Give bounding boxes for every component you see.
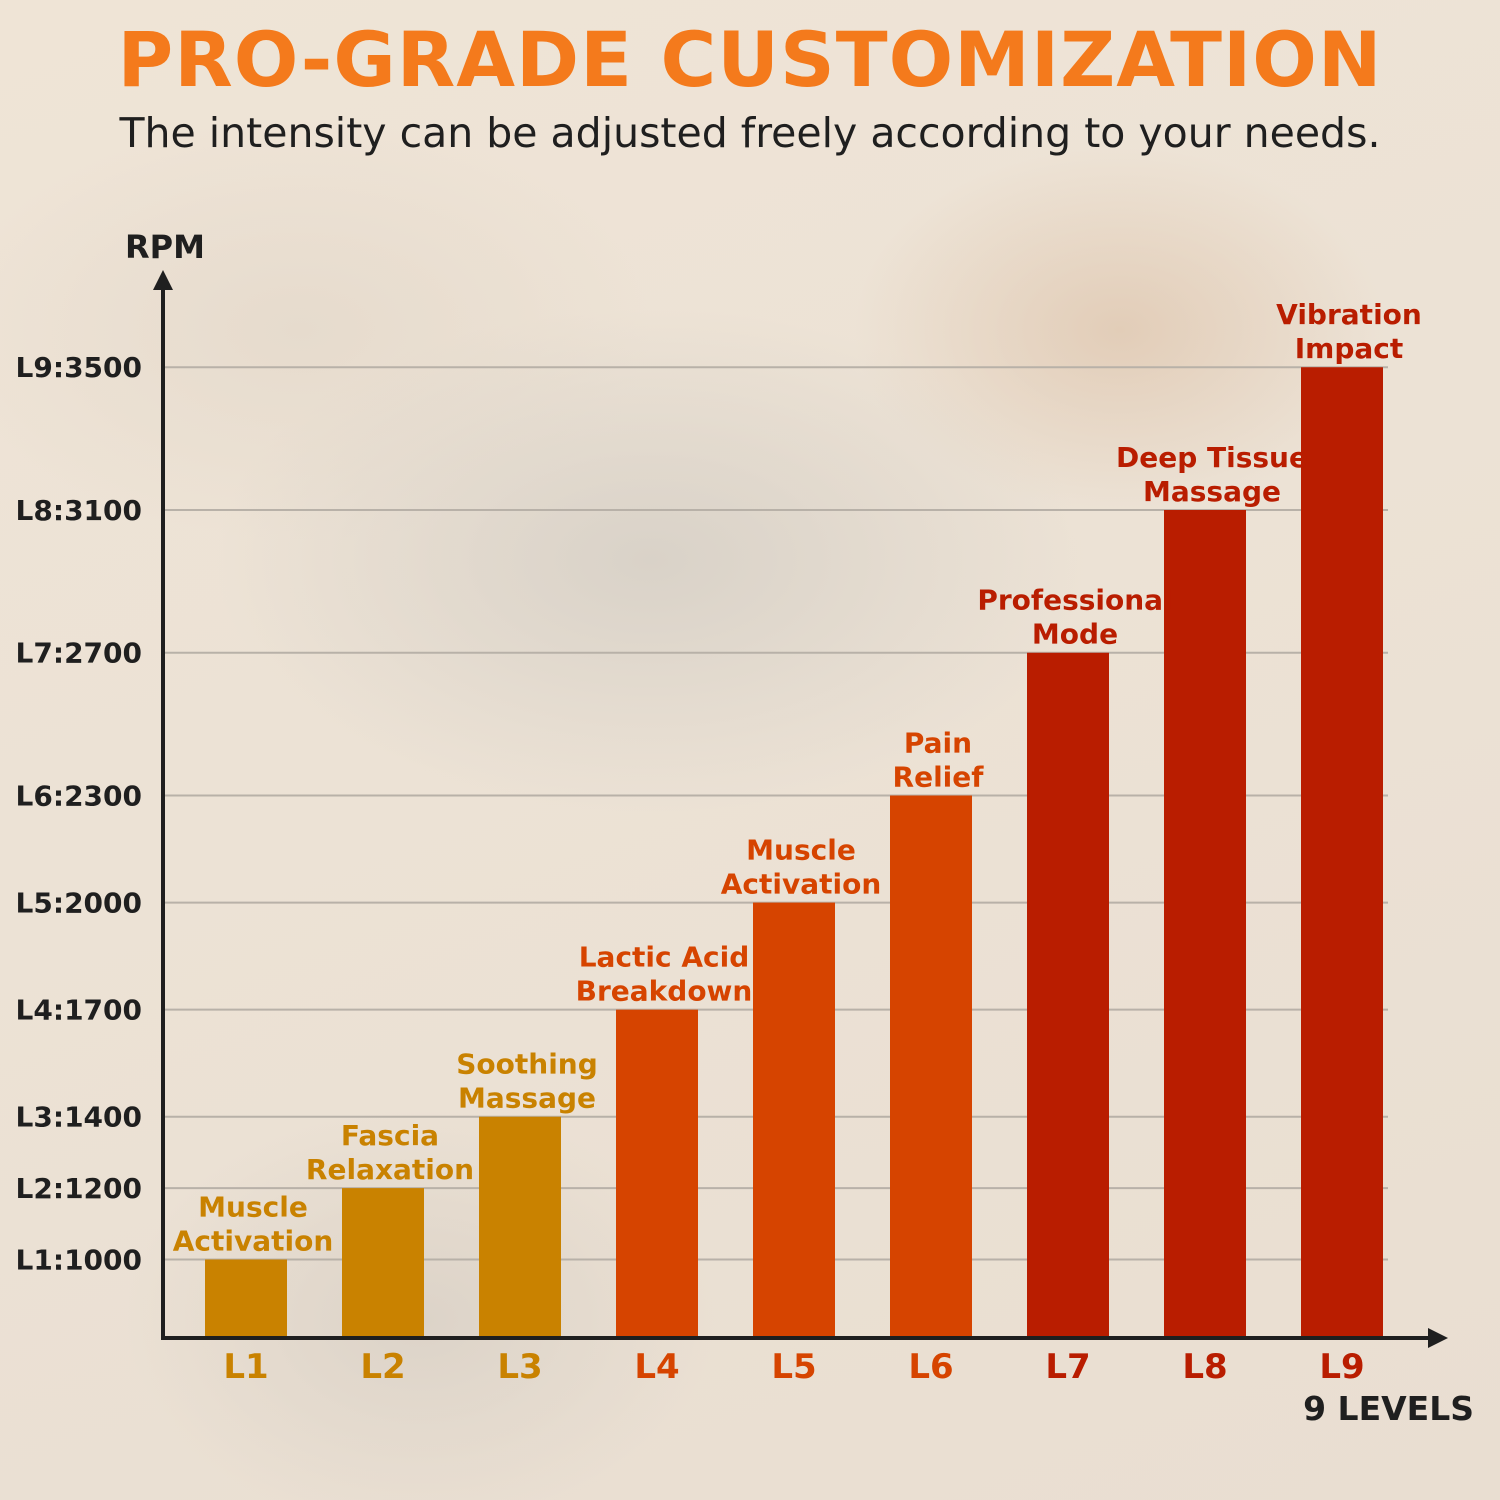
y-tick-label-l9: L9:3500 <box>16 351 142 384</box>
y-tick-label-l6: L6:2300 <box>16 780 142 813</box>
bar-label-l6: Pain Relief <box>893 727 985 794</box>
y-tick-label-l4: L4:1700 <box>16 994 142 1027</box>
x-axis-arrow <box>1428 1328 1448 1348</box>
x-tick-label-l2: L2 <box>360 1347 405 1387</box>
x-tick-label-l5: L5 <box>771 1347 816 1387</box>
bar-label-l8: Deep Tissue Massage <box>1116 441 1308 508</box>
bar-label-l1: Muscle Activation <box>173 1190 334 1257</box>
y-tick-label-l8: L8:3100 <box>16 494 142 527</box>
bar-label-line: Breakdown <box>576 975 753 1008</box>
x-tick-label-l3: L3 <box>497 1347 542 1387</box>
page-title: PRO-GRADE CUSTOMIZATION <box>117 15 1383 104</box>
y-tick-label-l1: L1:1000 <box>16 1243 142 1276</box>
bar-label-line: Muscle <box>746 834 856 867</box>
bar-label-line: Relief <box>893 761 985 794</box>
x-tick-label-l9: L9 <box>1319 1347 1364 1387</box>
bar-label-l3: Soothing Massage <box>456 1048 598 1115</box>
axes <box>153 270 1448 1348</box>
y-axis-title: RPM <box>125 228 205 266</box>
bar-l1 <box>205 1259 287 1338</box>
bar-label-l5: Muscle Activation <box>721 834 882 901</box>
bar-label-l7: Professional Mode <box>977 584 1172 651</box>
bar-label-line: Massage <box>458 1082 596 1115</box>
bar-label-line: Relaxation <box>306 1153 474 1186</box>
bar-label-line: Mode <box>1032 618 1118 651</box>
page-subtitle: The intensity can be adjusted freely acc… <box>119 109 1381 157</box>
bar-label-line: Professional <box>977 584 1172 617</box>
bar-label-l4: Lactic Acid Breakdown <box>576 941 753 1008</box>
y-axis-arrow <box>153 270 173 290</box>
bar-label-line: Deep Tissue <box>1116 441 1308 474</box>
bars <box>205 367 1383 1338</box>
x-tick-label-l1: L1 <box>223 1347 268 1387</box>
bar-label-line: Lactic Acid <box>579 941 750 974</box>
bar-l8 <box>1164 509 1246 1338</box>
y-tick-label-l3: L3:1400 <box>16 1101 142 1134</box>
bar-l3 <box>479 1116 561 1338</box>
bar-label-line: Muscle <box>198 1190 308 1223</box>
bar-l5 <box>753 902 835 1338</box>
x-axis-title: 9 LEVELS <box>1303 1389 1474 1428</box>
bar-l9 <box>1301 367 1383 1338</box>
bar-l2 <box>342 1188 424 1338</box>
x-tick-label-l7: L7 <box>1045 1347 1090 1387</box>
bar-label-line: Activation <box>173 1224 334 1257</box>
bar-label-line: Activation <box>721 868 882 901</box>
x-tick-label-l4: L4 <box>634 1347 679 1387</box>
y-tick-label-l5: L5:2000 <box>16 887 142 920</box>
y-tick-label-l7: L7:2700 <box>16 637 142 670</box>
bar-label-line: Impact <box>1295 332 1404 365</box>
x-tick-label-l8: L8 <box>1182 1347 1227 1387</box>
bar-label-line: Vibration <box>1276 298 1422 331</box>
bar-l4 <box>616 1009 698 1338</box>
bar-label-line: Massage <box>1143 475 1281 508</box>
bar-label-l9: Vibration Impact <box>1276 298 1422 365</box>
bar-l6 <box>890 795 972 1338</box>
x-tick-label-l6: L6 <box>908 1347 953 1387</box>
bar-l7 <box>1027 652 1109 1338</box>
bar-label-line: Soothing <box>456 1048 598 1081</box>
bar-label-line: Fascia <box>341 1119 439 1152</box>
bar-label-l2: Fascia Relaxation <box>306 1119 474 1186</box>
bar-label-line: Pain <box>904 727 972 760</box>
y-tick-label-l2: L2:1200 <box>16 1172 142 1205</box>
